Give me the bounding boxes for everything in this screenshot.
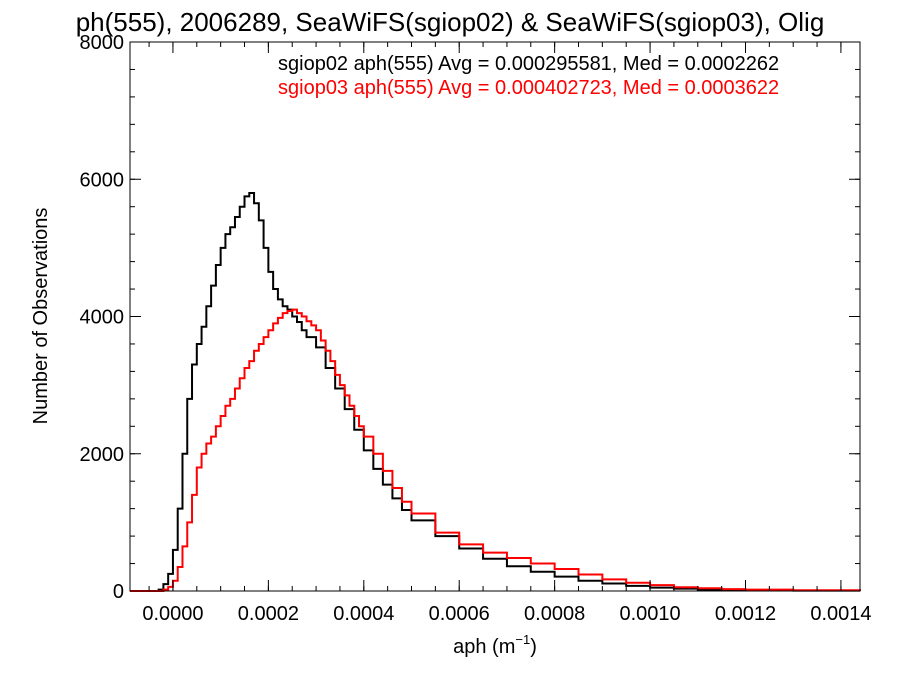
y-axis-title: Number of Observations xyxy=(30,208,52,425)
x-tick-label: 0.0006 xyxy=(429,603,490,625)
x-tick-label: 0.0014 xyxy=(810,603,871,625)
legend-entry-1: sgiop02 aph(555) Avg = 0.000295581, Med … xyxy=(278,53,779,75)
x-axis-title-close: ) xyxy=(530,636,537,658)
y-tick-label: 6000 xyxy=(80,169,125,191)
x-axis-title-exponent: −1 xyxy=(515,632,530,647)
x-tick-label: 0.0012 xyxy=(715,603,776,625)
x-tick-label: 0.0004 xyxy=(333,603,394,625)
x-tick-label: 0.0000 xyxy=(142,603,203,625)
x-tick-label: 0.0008 xyxy=(524,603,585,625)
series-2-line xyxy=(130,308,861,592)
series-layer xyxy=(130,191,861,592)
legend: sgiop02 aph(555) Avg = 0.000295581, Med … xyxy=(278,53,779,99)
y-tick-label: 8000 xyxy=(80,32,125,54)
series-1-line xyxy=(130,191,861,592)
chart-title: ph(555), 2006289, SeaWiFS(sgiop02) & Sea… xyxy=(76,7,825,37)
x-tick-label: 0.0002 xyxy=(238,603,299,625)
plot-frame xyxy=(129,41,861,592)
x-tick-label: 0.0010 xyxy=(619,603,680,625)
y-tick-label: 2000 xyxy=(80,444,125,466)
ticks-layer: 0.0000 0.0002 0.0004 0.0006 0.0008 0.0010 0.00… xyxy=(80,32,872,625)
x-axis-title: aph (m−1) xyxy=(453,632,537,658)
y-tick-label: 0 xyxy=(113,581,124,603)
x-axis-title-main: aph (m xyxy=(453,636,515,658)
y-tick-label: 4000 xyxy=(80,307,125,329)
legend-entry-2: sgiop03 aph(555) Avg = 0.000402723, Med … xyxy=(278,77,779,99)
